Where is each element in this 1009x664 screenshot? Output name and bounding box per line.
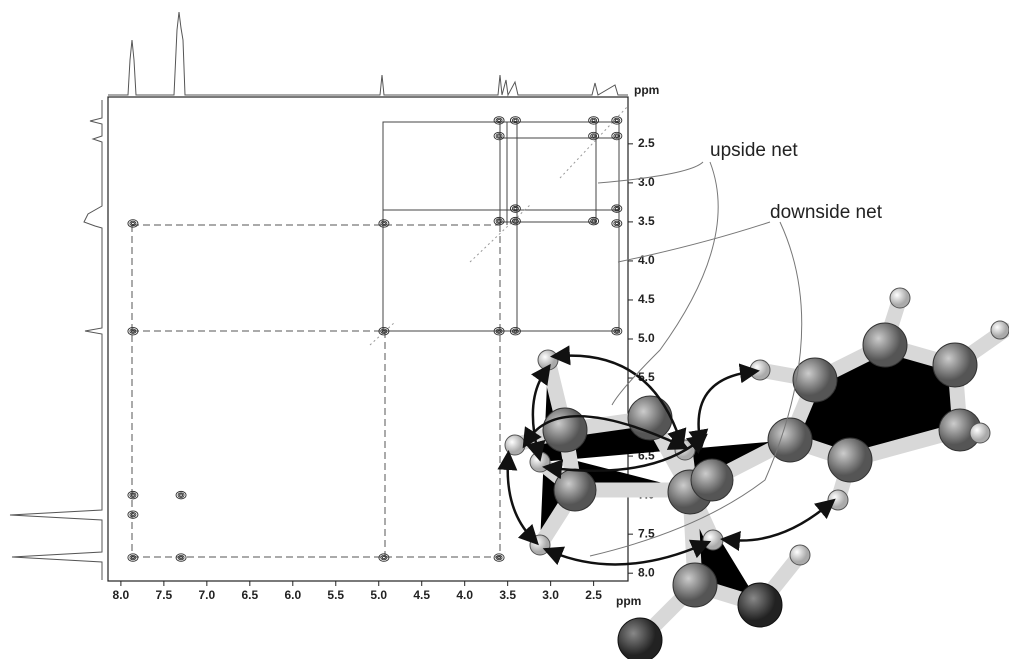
cross-peak <box>494 554 504 562</box>
cross-peak <box>494 117 504 125</box>
contour-ring <box>592 220 595 222</box>
x-tick-label: 2.5 <box>585 588 602 602</box>
cross-peak <box>612 117 622 125</box>
contour-ring <box>131 494 134 496</box>
cross-peak <box>589 217 599 225</box>
contour-ring <box>514 119 517 121</box>
cross-peak <box>510 205 520 213</box>
x-tick-label: 3.5 <box>499 588 516 602</box>
cross-peak <box>494 132 504 140</box>
cross-peak <box>176 491 186 499</box>
contour-ring <box>180 556 183 558</box>
annotation: upside net <box>710 140 798 161</box>
cross-peak <box>128 511 138 519</box>
x-tick-label: 4.5 <box>413 588 430 602</box>
x-tick-label: 7.0 <box>198 588 215 602</box>
contour-ring <box>592 135 595 137</box>
y-axis-label: ppm <box>634 83 659 97</box>
contour-ring <box>615 135 618 137</box>
upside-net <box>383 122 619 331</box>
downside-net <box>132 225 500 557</box>
cross-peak <box>128 491 138 499</box>
cross-peak <box>612 132 622 140</box>
x-tick-label: 6.5 <box>241 588 258 602</box>
cross-peak <box>494 217 504 225</box>
cross-peak <box>128 220 138 228</box>
cross-peak <box>379 554 389 562</box>
x-tick-label: 8.0 <box>113 588 130 602</box>
contour-ring <box>180 494 183 496</box>
x-tick-label: 3.0 <box>542 588 559 602</box>
cross-peak <box>128 554 138 562</box>
contour-ring <box>498 119 501 121</box>
contour-ring <box>498 220 501 222</box>
contour-ring <box>615 119 618 121</box>
contour-ring <box>382 222 385 224</box>
y-tick-label: 5.0 <box>638 331 655 345</box>
top-spectrum <box>108 12 628 95</box>
y-tick-label: 8.0 <box>638 565 655 579</box>
contour-ring <box>131 514 134 516</box>
y-tick-label: 2.5 <box>638 136 655 150</box>
x-tick-label: 5.0 <box>370 588 387 602</box>
contour-ring <box>592 119 595 121</box>
cross-peak <box>612 220 622 228</box>
contour-ring <box>615 222 618 224</box>
cross-peak <box>612 205 622 213</box>
contour-ring <box>498 135 501 137</box>
y-tick-label: 4.5 <box>638 292 655 306</box>
x-tick-label: 4.0 <box>456 588 473 602</box>
contour-ring <box>498 556 501 558</box>
contour-ring <box>382 556 385 558</box>
y-tick-label: 3.5 <box>638 214 655 228</box>
cross-peak <box>510 117 520 125</box>
cross-peak <box>176 554 186 562</box>
molecule <box>505 288 1009 659</box>
left-spectrum <box>10 100 102 580</box>
x-tick-label: 5.5 <box>327 588 344 602</box>
y-tick-label: 4.0 <box>638 253 655 267</box>
cross-peak <box>589 132 599 140</box>
x-axis-label: ppm <box>616 594 641 608</box>
cross-peak <box>379 220 389 228</box>
cross-peak <box>589 117 599 125</box>
contour-ring <box>131 556 134 558</box>
cross-peak <box>510 217 520 225</box>
chart: 8.0 7.5 7.0 6.5 6.0 5.5 5.0 4.5 4.0 3.5 3.0 2.5 2.5 3… <box>0 0 1009 659</box>
x-tick-label: 7.5 <box>156 588 173 602</box>
x-tick-label: 6.0 <box>284 588 301 602</box>
annotation: downside net <box>770 202 883 223</box>
contour-ring <box>514 220 517 222</box>
contour-ring <box>615 208 618 210</box>
contour-ring <box>131 222 134 224</box>
contour-ring <box>514 208 517 210</box>
